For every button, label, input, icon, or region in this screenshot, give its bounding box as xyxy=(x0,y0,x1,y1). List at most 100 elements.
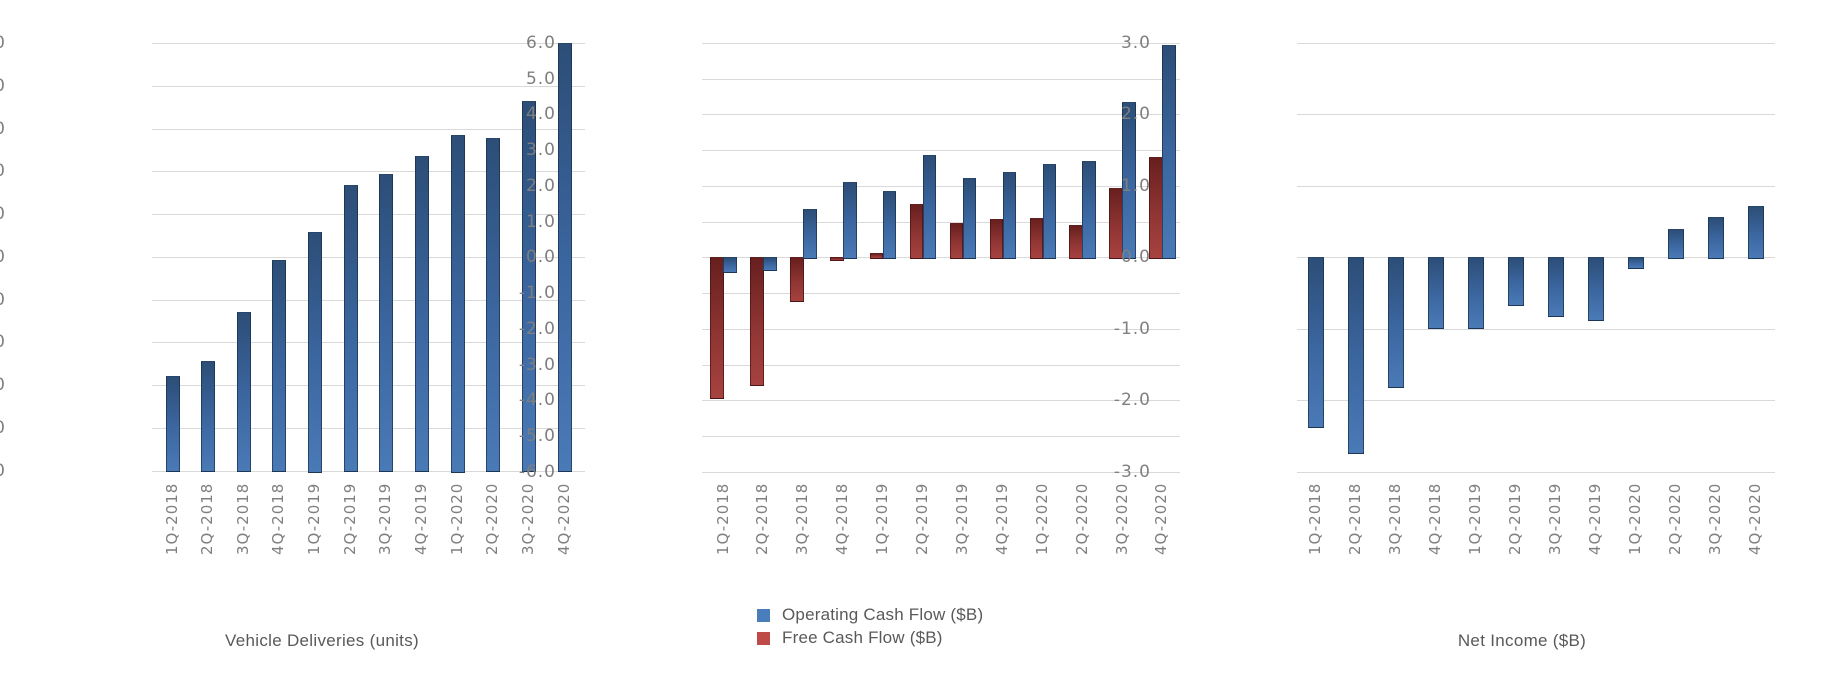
gridline xyxy=(1297,400,1775,402)
gridline xyxy=(702,293,1180,295)
x-axis-label-4Q-2018: 4Q-2018 xyxy=(833,483,852,556)
x-axis-label-2Q-2020: 2Q-2020 xyxy=(1666,483,1684,556)
bar-deliveries-1Q-2020 xyxy=(450,134,465,473)
x-axis-label-1Q-2019: 1Q-2019 xyxy=(1466,483,1484,556)
gridline xyxy=(702,400,1180,402)
bar-operating-cash-flow-3Q-2020 xyxy=(1122,101,1136,260)
bar-deliveries-1Q-2019 xyxy=(308,232,323,473)
gridline xyxy=(152,470,585,472)
legend-item-operating-cash-flow: Operating Cash Flow ($B) xyxy=(757,605,983,624)
x-axis-label-2Q-2018: 2Q-2018 xyxy=(198,483,217,556)
bar-net_income-4Q-2018 xyxy=(1428,257,1444,329)
y-axis-tick-label: 500,000 xyxy=(0,33,6,53)
bar-net_income-1Q-2019 xyxy=(1468,257,1484,329)
bar-deliveries-2Q-2020 xyxy=(486,137,501,473)
bar-operating-cash-flow-4Q-2018 xyxy=(843,182,857,260)
bar-free-cash-flow-4Q-2020 xyxy=(1149,157,1163,260)
gridline xyxy=(152,171,585,173)
x-axis-label-2Q-2019: 2Q-2019 xyxy=(913,483,931,556)
gridline xyxy=(1297,328,1775,330)
bar-free-cash-flow-4Q-2018 xyxy=(830,257,844,262)
x-axis-label-3Q-2019: 3Q-2019 xyxy=(376,483,395,556)
x-axis-label-3Q-2019: 3Q-2019 xyxy=(1546,483,1564,556)
bar-net_income-3Q-2019 xyxy=(1548,257,1564,318)
y-axis-tick-label: 200,000 xyxy=(0,290,6,310)
gridline xyxy=(152,256,585,258)
y-axis-tick-label: -6.0 xyxy=(518,461,556,482)
gridline xyxy=(152,385,585,386)
bar-net_income-3Q-2020 xyxy=(1708,217,1724,260)
x-axis-label-1Q-2018: 1Q-2018 xyxy=(713,483,732,556)
gridline xyxy=(702,185,1180,187)
y-axis-tick-label: -4.0 xyxy=(518,390,556,411)
y-axis-tick-label: -1.0 xyxy=(1113,318,1151,339)
bar-deliveries-1Q-2018 xyxy=(165,376,180,473)
x-axis-label-1Q-2018: 1Q-2018 xyxy=(162,483,181,556)
y-axis-tick-label: 50,000 xyxy=(0,418,6,438)
bar-operating-cash-flow-2Q-2018 xyxy=(763,257,777,271)
gridline xyxy=(152,85,585,87)
y-axis-tick-label: 2.0 xyxy=(1120,104,1151,125)
gridline xyxy=(702,257,1180,259)
bar-deliveries-4Q-2019 xyxy=(415,155,429,473)
y-axis-tick-label: -3.0 xyxy=(518,354,556,375)
x-axis-label-2Q-2019: 2Q-2019 xyxy=(340,483,359,556)
y-axis-tick-label: 0.0 xyxy=(525,247,556,268)
gridline xyxy=(702,328,1180,330)
y-axis-tick-label: 2.0 xyxy=(525,175,556,196)
y-axis-tick-label: 3.0 xyxy=(1120,32,1151,53)
x-axis-label-4Q-2019: 4Q-2019 xyxy=(1586,483,1604,556)
x-axis-label-1Q-2020: 1Q-2020 xyxy=(447,483,466,556)
x-axis-label-2Q-2018: 2Q-2018 xyxy=(753,483,772,556)
x-axis-label-1Q-2020: 1Q-2020 xyxy=(1032,483,1051,556)
y-axis-tick-label: -1.0 xyxy=(518,283,556,304)
x-axis-label-3Q-2018: 3Q-2018 xyxy=(233,483,252,556)
gridline xyxy=(1297,471,1775,473)
gridline xyxy=(152,427,585,429)
gridline xyxy=(702,221,1180,223)
bar-deliveries-2Q-2018 xyxy=(201,360,216,473)
y-axis-tick-label: 100,000 xyxy=(0,375,6,395)
bar-deliveries-4Q-2020 xyxy=(557,43,572,473)
gridline xyxy=(702,436,1180,438)
bar-deliveries-2Q-2019 xyxy=(343,184,358,473)
bar-operating-cash-flow-1Q-2019 xyxy=(882,190,897,260)
y-axis-tick-label: 3.0 xyxy=(525,140,556,161)
bar-operating-cash-flow-1Q-2018 xyxy=(723,257,737,274)
bar-net_income-2Q-2018 xyxy=(1348,257,1364,454)
x-axis-label-1Q-2019: 1Q-2019 xyxy=(873,483,892,556)
y-axis-tick-label: -2.0 xyxy=(518,318,556,339)
y-axis-tick-label: 150,000 xyxy=(0,332,6,352)
x-axis-label-3Q-2020: 3Q-2020 xyxy=(1112,483,1131,556)
gridline xyxy=(702,150,1180,152)
y-axis-tick-label: 1.0 xyxy=(1120,175,1151,196)
x-axis-label-4Q-2020: 4Q-2020 xyxy=(554,483,573,556)
gridline xyxy=(152,214,585,215)
gridline xyxy=(702,364,1180,366)
y-axis-tick-label: 250,000 xyxy=(0,247,6,267)
bar-deliveries-3Q-2018 xyxy=(236,311,251,473)
bar-operating-cash-flow-1Q-2020 xyxy=(1042,164,1056,260)
x-axis-label-3Q-2019: 3Q-2019 xyxy=(952,483,971,556)
bar-operating-cash-flow-2Q-2020 xyxy=(1082,160,1096,260)
y-axis-tick-label: 6.0 xyxy=(525,32,556,53)
y-axis-tick-label: 450,000 xyxy=(0,76,6,96)
y-axis-tick-label: 300,000 xyxy=(0,204,6,224)
bar-deliveries-3Q-2019 xyxy=(379,173,394,473)
bar-net_income-2Q-2019 xyxy=(1508,257,1524,307)
x-axis-label-4Q-2020: 4Q-2020 xyxy=(1746,483,1764,556)
legend-item-free-cash-flow: Free Cash Flow ($B) xyxy=(757,628,983,647)
gridline xyxy=(1297,114,1775,116)
legend-swatch-red-icon xyxy=(757,631,770,645)
gridline xyxy=(152,342,585,344)
bar-free-cash-flow-2Q-2018 xyxy=(750,257,764,387)
bar-deliveries-3Q-2020 xyxy=(522,101,536,473)
bar-net_income-1Q-2020 xyxy=(1628,257,1644,270)
bar-net_income-3Q-2018 xyxy=(1388,257,1404,388)
y-axis-tick-label: -2.0 xyxy=(1113,390,1151,411)
gridline xyxy=(702,114,1180,116)
x-axis-label-1Q-2020: 1Q-2020 xyxy=(1626,483,1644,556)
x-axis-label-3Q-2020: 3Q-2020 xyxy=(519,483,537,556)
x-axis-label-2Q-2020: 2Q-2020 xyxy=(483,483,502,556)
x-axis-label-2Q-2019: 2Q-2019 xyxy=(1506,483,1524,556)
